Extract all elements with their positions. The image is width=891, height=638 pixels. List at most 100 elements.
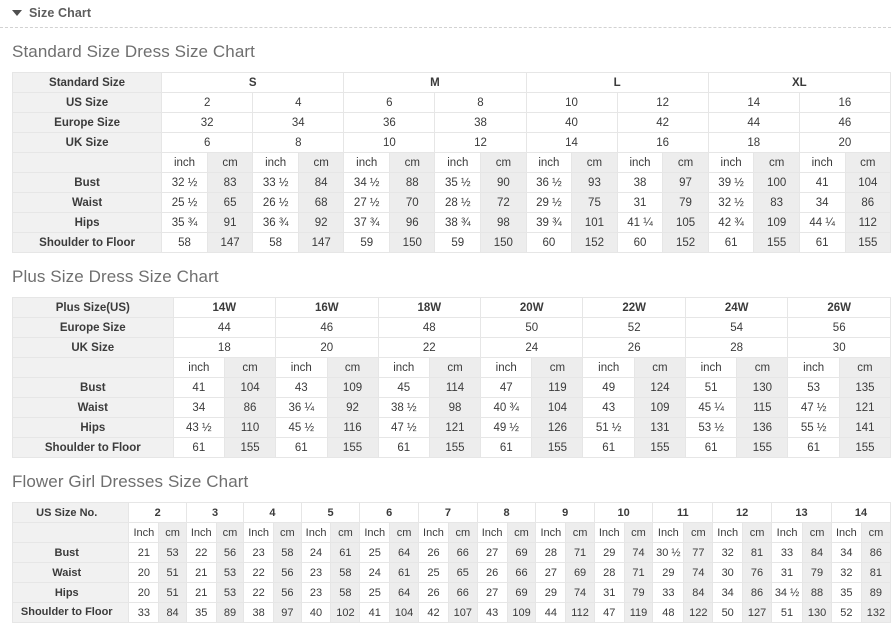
spec-cell: 16: [798, 92, 891, 113]
measure-cell: 35 ¾: [161, 212, 208, 233]
unit-inch: Inch: [535, 522, 567, 543]
unit-inch: Inch: [300, 522, 332, 543]
measure-cell: 75: [571, 192, 618, 213]
measure-cell: 77: [683, 542, 714, 563]
measure-cell: 61: [172, 437, 226, 458]
row-label-waist: Waist: [11, 562, 130, 583]
measure-cell: 33: [652, 582, 685, 603]
spec-cell: 44: [172, 317, 277, 338]
caret-down-icon[interactable]: [12, 10, 22, 16]
measure-cell: 33: [770, 542, 804, 563]
spec-cell: 8: [252, 132, 345, 153]
measure-cell: 58: [161, 232, 208, 253]
chart-block-flowergirl: Flower Girl Dresses Size Chart US Size N…: [0, 472, 891, 623]
measure-cell: 24: [300, 542, 332, 563]
measure-cell: 53: [787, 377, 840, 398]
group-header-2: 2: [128, 502, 187, 523]
spec-row-uk-size: UK Size 18 20 22 24 26 28 30: [12, 337, 891, 358]
measurement-row: Hips 20 51 21 53 22 56 23 58 25 64 26 66 27 69 29 74 31 79…: [11, 582, 891, 603]
measure-cell: 86: [860, 542, 891, 563]
group-header-18W: 18W: [377, 297, 482, 318]
unit-cm: cm: [844, 152, 891, 173]
measure-cell: 98: [480, 212, 527, 233]
row-label-europe-size: Europe Size: [11, 112, 163, 133]
spec-cell: 14: [525, 132, 618, 153]
spec-cell: 46: [798, 112, 891, 133]
measure-cell: 47 ½: [377, 417, 430, 438]
measure-cell: 31: [770, 562, 804, 583]
measure-cell: 68: [298, 192, 345, 213]
measure-cell: 72: [480, 192, 527, 213]
measure-cell: 26: [418, 542, 449, 563]
measure-cell: 109: [326, 377, 379, 398]
measure-cell: 27: [476, 542, 508, 563]
measure-cell: 21: [128, 542, 160, 563]
unit-cm: cm: [565, 522, 595, 543]
unit-inch: Inch: [359, 522, 391, 543]
measure-cell: 32 ½: [161, 172, 208, 193]
unit-cm: cm: [838, 357, 891, 378]
group-header-14: 14: [831, 502, 891, 523]
measure-cell: 76: [742, 562, 772, 583]
measure-cell: 61: [275, 437, 328, 458]
row-label-uk-size: UK Size: [11, 132, 163, 153]
row-label-standard-grouphead: Standard Size: [11, 72, 163, 93]
spec-row-us-size: US Size 2 4 6 8 10 12 14 16: [11, 92, 891, 113]
measure-cell: 30 ½: [652, 542, 685, 563]
measure-cell: 21: [185, 562, 217, 583]
measure-cell: 70: [389, 192, 436, 213]
measure-cell: 74: [683, 562, 714, 583]
measurement-row: Bust 32 ½ 83 33 ½ 84 34 ½ 88 35 ½ 90 36 ½ 93 38 97 39…: [11, 172, 891, 193]
spec-cell: 28: [684, 337, 789, 358]
measure-cell: 43: [582, 397, 635, 418]
measure-cell: 110: [224, 417, 277, 438]
group-header-row: Standard Size S M L XL: [11, 72, 891, 93]
measure-cell: 152: [571, 232, 618, 253]
unit-inch: Inch: [418, 522, 449, 543]
spec-cell: 10: [343, 132, 436, 153]
measure-cell: 107: [447, 602, 478, 623]
measure-cell: 26: [476, 562, 508, 583]
spec-cell: 56: [787, 317, 891, 338]
spec-row-europe-size: Europe Size 44 46 48 50 52 54 56: [12, 317, 891, 338]
measure-cell: 81: [860, 562, 891, 583]
measure-cell: 69: [506, 582, 537, 603]
group-header-26W: 26W: [787, 297, 891, 318]
group-header-3: 3: [185, 502, 245, 523]
spec-cell: 18: [172, 337, 277, 358]
measure-cell: 36 ¾: [252, 212, 300, 233]
measure-cell: 86: [742, 582, 772, 603]
unit-inch: inch: [434, 152, 482, 173]
measure-cell: 27: [476, 582, 508, 603]
flower-girl-size-table: US Size No. 2 3 4 5 6 7 8 9 10 11 12 13 14 Inch cm Inch c…: [11, 502, 891, 623]
measure-cell: 84: [683, 582, 714, 603]
measure-cell: 25 ½: [161, 192, 208, 213]
measure-cell: 131: [633, 417, 686, 438]
measure-cell: 130: [802, 602, 833, 623]
measure-cell: 36 ½: [525, 172, 573, 193]
measure-cell: 56: [273, 582, 302, 603]
row-label-bust: Bust: [11, 542, 130, 563]
measure-cell: 83: [206, 172, 254, 193]
measure-cell: 30: [712, 562, 744, 583]
measure-cell: 58: [273, 542, 302, 563]
measure-cell: 86: [844, 192, 891, 213]
unit-cm: cm: [480, 152, 527, 173]
measure-cell: 22: [243, 582, 275, 603]
measure-cell: 66: [506, 562, 537, 583]
measure-cell: 124: [633, 377, 686, 398]
measure-cell: 155: [326, 437, 379, 458]
measure-cell: 45 ½: [275, 417, 328, 438]
size-chart-panel-header[interactable]: Size Chart: [0, 0, 891, 26]
measure-cell: 155: [753, 232, 800, 253]
measure-cell: 71: [565, 542, 595, 563]
measure-cell: 132: [860, 602, 891, 623]
measure-cell: 39 ¾: [525, 212, 573, 233]
unit-inch: inch: [707, 152, 755, 173]
measure-cell: 20: [128, 562, 160, 583]
measure-cell: 34: [712, 582, 744, 603]
spec-cell: 20: [798, 132, 891, 153]
spec-cell: 32: [161, 112, 254, 133]
measure-cell: 104: [531, 397, 584, 418]
unit-cm: cm: [506, 522, 537, 543]
